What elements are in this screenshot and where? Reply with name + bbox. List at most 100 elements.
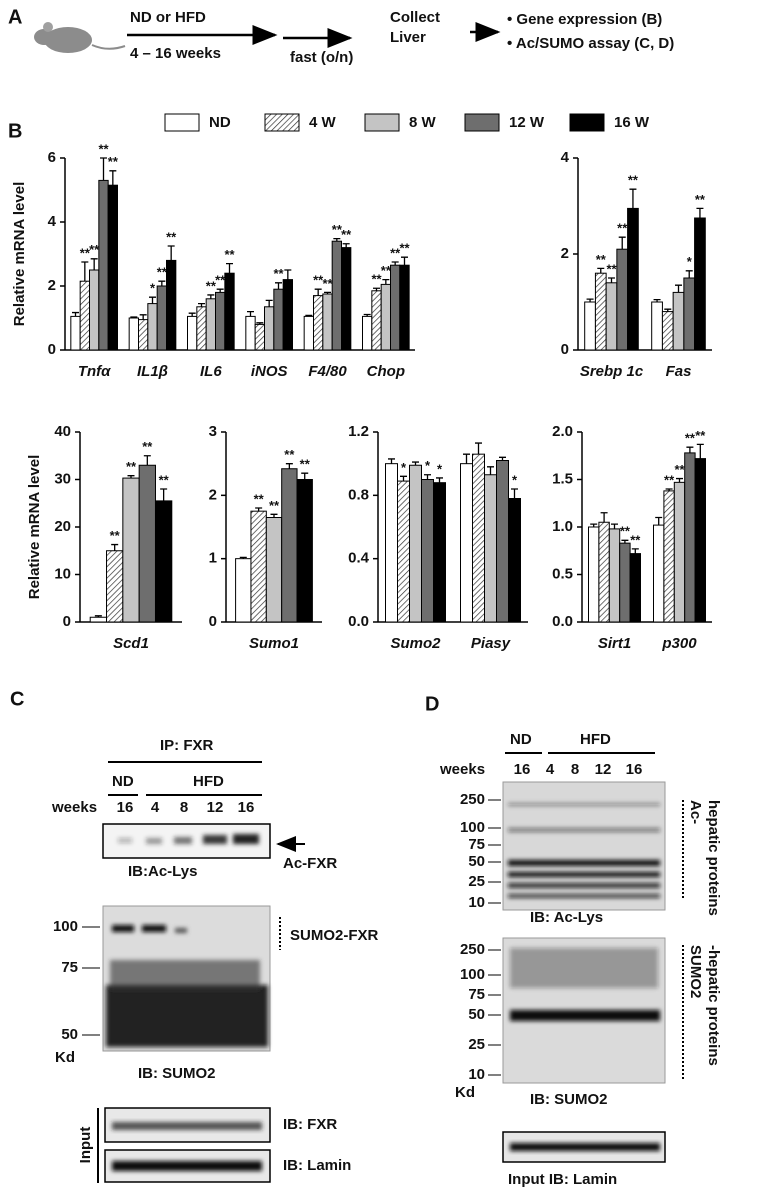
mouse-icon xyxy=(34,22,126,53)
group-label: ND xyxy=(112,773,134,790)
significance: * xyxy=(687,254,693,269)
error-bar xyxy=(111,543,119,551)
error-bar xyxy=(388,458,395,464)
marker-label: 10 xyxy=(468,1066,485,1083)
mouse-body xyxy=(44,27,92,53)
bar xyxy=(409,464,422,623)
significance: ** xyxy=(381,263,392,278)
legend-swatch xyxy=(464,113,500,132)
significance: ** xyxy=(300,457,311,472)
bar xyxy=(79,280,90,351)
significance: * xyxy=(425,458,431,473)
ib-label: IB:Ac-Lys xyxy=(128,863,197,880)
mouse-head xyxy=(34,29,54,45)
bar xyxy=(380,283,391,351)
y-tick-label: 2.0 xyxy=(552,423,573,440)
y-tick-label: 20 xyxy=(54,518,71,535)
y-tick-label: 1 xyxy=(209,550,217,567)
bar xyxy=(196,306,207,351)
y-tick-label: 2 xyxy=(561,245,569,262)
bar xyxy=(138,464,156,623)
x-tick-label: Srebp 1c xyxy=(580,363,644,380)
x-tick-label: p300 xyxy=(661,635,697,652)
bar xyxy=(245,315,256,351)
legend-label: 8 W xyxy=(409,114,437,131)
lane-label: 16 xyxy=(117,799,134,816)
lane-label: 4 xyxy=(151,799,160,816)
bar xyxy=(694,217,706,351)
error-bar xyxy=(685,270,693,278)
error-bar xyxy=(198,302,205,307)
significance: ** xyxy=(206,278,217,293)
bar xyxy=(70,315,81,351)
mouse-ear xyxy=(43,22,53,32)
x-tick-label: Sumo2 xyxy=(390,635,441,652)
legend-label: ND xyxy=(209,114,231,131)
error-bar xyxy=(109,170,117,186)
bands xyxy=(112,1122,262,1130)
bar xyxy=(598,521,610,623)
bar xyxy=(138,319,149,351)
bar xyxy=(684,452,696,623)
error-bar xyxy=(463,453,470,464)
y-tick-label: 0 xyxy=(209,613,217,630)
significance: ** xyxy=(254,491,265,506)
x-tick-label: Fas xyxy=(666,363,692,380)
lane-label: 4 xyxy=(546,761,555,778)
significance: ** xyxy=(108,154,119,169)
ip-label: IP: FXR xyxy=(160,737,214,754)
bar xyxy=(147,303,158,351)
error-bar xyxy=(631,548,639,554)
band xyxy=(146,838,162,844)
ib-label: IB: FXR xyxy=(283,1116,337,1133)
error-bar xyxy=(270,513,278,518)
collect-label: Liver xyxy=(390,29,426,46)
panel-label: C xyxy=(10,688,24,710)
significance: ** xyxy=(89,242,100,257)
y-axis-label: Relative mRNA level xyxy=(11,182,28,327)
band xyxy=(508,860,660,866)
bar xyxy=(254,323,266,351)
lane-label: 16 xyxy=(238,799,255,816)
x-tick-label: Tnfα xyxy=(78,363,111,380)
bar xyxy=(385,463,398,623)
error-bar xyxy=(188,312,196,317)
bar xyxy=(399,264,410,351)
bar xyxy=(616,248,629,351)
bar xyxy=(205,298,217,351)
y-tick-label: 2 xyxy=(209,486,217,503)
y-tick-label: 1.0 xyxy=(552,518,573,535)
significance: ** xyxy=(269,498,280,513)
significance: ** xyxy=(390,245,401,260)
bar xyxy=(281,468,298,623)
bar xyxy=(371,290,382,351)
y-tick-label: 1.5 xyxy=(552,470,573,487)
bands xyxy=(510,1143,660,1151)
error-bar xyxy=(160,488,168,501)
bar xyxy=(672,291,685,351)
error-bar xyxy=(207,294,215,299)
bar xyxy=(390,264,401,351)
error-bar xyxy=(301,472,309,480)
error-bar xyxy=(487,466,494,475)
error-bar xyxy=(139,314,147,320)
y-tick-label: 0 xyxy=(561,341,569,358)
error-bar xyxy=(436,477,443,483)
x-tick-label: F4/80 xyxy=(308,363,347,380)
significance: ** xyxy=(341,227,352,242)
y-tick-label: 0.8 xyxy=(348,486,369,503)
error-bar xyxy=(412,461,419,466)
significance: ** xyxy=(224,247,235,262)
bar xyxy=(608,528,621,623)
bar xyxy=(235,558,252,623)
band xyxy=(142,925,166,932)
bar xyxy=(106,550,124,623)
bar xyxy=(421,479,434,623)
y-tick-label: 2 xyxy=(48,277,56,294)
error-bar xyxy=(600,512,608,523)
output-item: • Gene expression (B) xyxy=(507,11,662,28)
significance: ** xyxy=(332,222,343,237)
error-bar xyxy=(158,280,166,286)
error-bar xyxy=(611,523,618,529)
marker-label: 250 xyxy=(460,941,485,958)
